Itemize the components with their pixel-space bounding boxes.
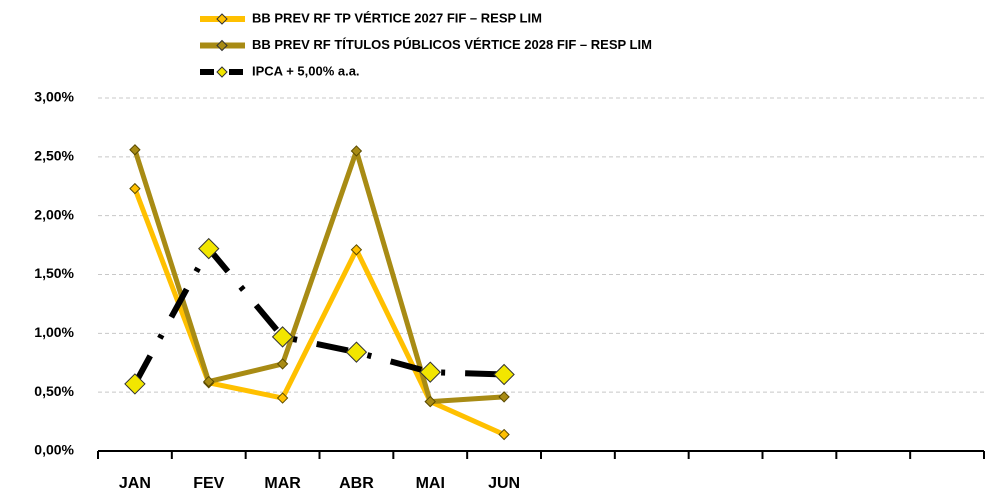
y-tick-label: 0,00% — [34, 442, 74, 458]
marker — [276, 392, 289, 404]
x-tick-label: MAI — [416, 475, 445, 492]
legend-label: BB PREV RF TÍTULOS PÚBLICOS VÉRTICE 2028… — [252, 37, 652, 52]
marker — [350, 244, 363, 256]
marker — [498, 391, 510, 403]
marker — [493, 363, 515, 386]
y-tick-label: 2,00% — [34, 206, 74, 222]
x-tick-label: JUN — [488, 475, 520, 492]
series-line — [132, 245, 505, 386]
x-tick-label: JAN — [119, 475, 151, 492]
marker — [271, 326, 294, 348]
y-tick-label: 2,50% — [34, 148, 74, 164]
x-tick-label: ABR — [339, 475, 374, 492]
marker — [345, 341, 368, 363]
y-tick-label: 1,50% — [34, 265, 74, 281]
series-line — [132, 148, 505, 405]
marker — [498, 428, 510, 441]
marker — [129, 144, 141, 156]
marker — [350, 145, 363, 157]
y-tick-label: 3,00% — [34, 89, 74, 105]
x-tick-label: MAR — [264, 475, 301, 492]
y-tick-label: 1,00% — [34, 324, 74, 340]
legend-marker — [216, 39, 228, 52]
marker — [276, 358, 289, 370]
series-line — [132, 187, 506, 437]
legend-label: BB PREV RF TP VÉRTICE 2027 FIF – RESP LI… — [252, 10, 542, 25]
legend-label: IPCA + 5,00% a.a. — [252, 63, 360, 78]
y-tick-label: 0,50% — [34, 383, 74, 399]
marker — [419, 361, 441, 383]
legend-marker — [216, 66, 228, 78]
marker — [129, 182, 141, 195]
marker — [424, 395, 436, 408]
marker — [198, 237, 220, 260]
legend-marker — [216, 13, 228, 25]
marker — [203, 375, 215, 388]
marker — [124, 373, 146, 395]
x-tick-label: FEV — [193, 475, 224, 492]
